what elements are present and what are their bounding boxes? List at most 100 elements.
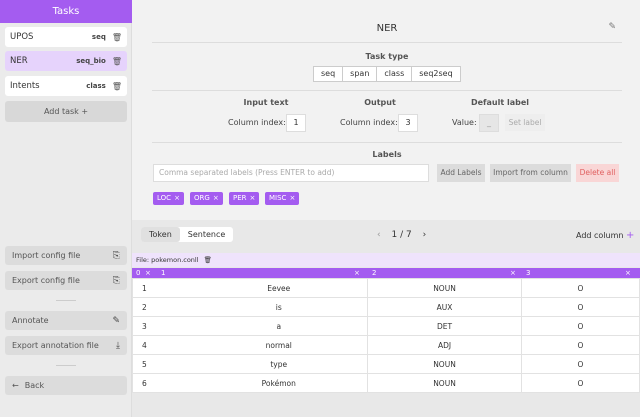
table-cell[interactable]: O	[521, 297, 640, 317]
set-label-button[interactable]: Set label	[505, 114, 545, 131]
export-config-button[interactable]: Export config file ⎘	[5, 271, 127, 290]
column-header-0: 0	[136, 269, 141, 277]
column-header: 0 × 1 × 2 × 3 ×	[132, 268, 640, 278]
tab-sentence[interactable]: Sentence	[187, 230, 226, 239]
export-annotation-label: Export annotation file	[12, 341, 99, 350]
table-cell[interactable]: O	[521, 335, 640, 355]
label-chip-loc[interactable]: LOC ×	[153, 192, 184, 205]
add-column-label: Add column	[576, 231, 624, 240]
table-cell[interactable]: a	[190, 316, 368, 336]
close-icon[interactable]: ×	[212, 194, 219, 202]
table-row: 2 is AUX O	[132, 297, 640, 317]
trash-icon[interactable]: 🗑	[111, 81, 122, 91]
table-cell: 4	[132, 335, 191, 355]
plus-icon: +	[81, 107, 89, 116]
chevron-left-icon[interactable]: ‹	[377, 230, 381, 240]
table-row: 3 a DET O	[132, 316, 640, 336]
table-cell[interactable]: O	[521, 316, 640, 336]
task-name-title: NER	[376, 23, 398, 34]
table-cell[interactable]: Eevee	[190, 278, 368, 298]
sidebar-title: Tasks	[0, 0, 132, 23]
chip-label: LOC	[157, 194, 172, 202]
export-annotation-button[interactable]: Export annotation file ⤓	[5, 336, 127, 355]
export-config-label: Export config file	[12, 276, 80, 285]
import-config-label: Import config file	[12, 251, 81, 260]
arrow-left-icon: ←	[12, 381, 19, 390]
table-cell[interactable]: O	[521, 373, 640, 393]
input-column-field[interactable]: 1	[286, 114, 306, 132]
default-label-field[interactable]: _	[479, 114, 499, 132]
pager: ‹ 1 / 7 ›	[377, 230, 426, 240]
add-task-button[interactable]: Add task +	[5, 101, 127, 122]
table-cell[interactable]: O	[521, 354, 640, 374]
file-export-icon: ⎘	[112, 275, 120, 286]
task-type: seq_bio	[76, 57, 106, 65]
table-cell[interactable]: ADJ	[367, 335, 522, 355]
plus-icon: +	[626, 230, 635, 241]
label-chip-per[interactable]: PER ×	[229, 192, 260, 205]
add-labels-button[interactable]: Add Labels	[437, 164, 485, 182]
table-cell[interactable]: normal	[190, 335, 368, 355]
table-cell[interactable]: NOUN	[367, 354, 522, 374]
table-row: 6 Pokémon NOUN O	[132, 373, 640, 393]
task-name: NER	[10, 56, 28, 66]
label-chip-org[interactable]: ORG ×	[190, 192, 223, 205]
pencil-icon[interactable]: ✎	[608, 22, 616, 32]
task-item-intents[interactable]: Intents class 🗑	[5, 76, 127, 96]
task-type-option-class[interactable]: class	[377, 67, 413, 81]
output-column-field[interactable]: 3	[398, 114, 418, 132]
import-config-button[interactable]: Import config file ⎘	[5, 246, 127, 265]
task-item-ner[interactable]: NER seq_bio 🗑	[5, 51, 127, 71]
trash-icon[interactable]: 🗑	[111, 32, 122, 42]
trash-icon[interactable]: 🗑	[111, 56, 122, 66]
table-cell[interactable]: DET	[367, 316, 522, 336]
column-header-1: 1	[161, 269, 166, 277]
table-cell: 3	[132, 316, 191, 336]
close-icon[interactable]: ×	[625, 269, 631, 277]
table-cell[interactable]: AUX	[367, 297, 522, 317]
chip-label: PER	[233, 194, 247, 202]
close-icon[interactable]: ×	[249, 194, 256, 202]
task-item-upos[interactable]: UPOS seq 🗑	[5, 27, 127, 47]
table-cell[interactable]: NOUN	[367, 278, 522, 298]
back-label: Back	[24, 381, 45, 390]
back-button[interactable]: ← Back	[5, 376, 127, 395]
import-from-column-button[interactable]: Import from column	[490, 164, 571, 182]
input-text-title: Input text	[243, 98, 289, 107]
label-chip-misc[interactable]: MISC ×	[265, 192, 300, 205]
delete-all-button[interactable]: Delete all	[576, 164, 619, 182]
trash-icon[interactable]: 🗑	[203, 256, 212, 264]
task-type-title: Task type	[365, 52, 409, 61]
column-header-3: 3	[526, 269, 531, 277]
token-table: 1 Eevee NOUN O 2 is AUX O 3 a DET O 4 no…	[132, 278, 640, 393]
divider	[152, 142, 622, 143]
close-icon[interactable]: ×	[510, 269, 516, 277]
edit-icon: ✎	[112, 315, 120, 326]
table-cell[interactable]: is	[190, 297, 368, 317]
table-cell: 5	[132, 354, 191, 374]
table-cell[interactable]: NOUN	[367, 373, 522, 393]
table-cell: 2	[132, 297, 191, 317]
table-row: 5 type NOUN O	[132, 354, 640, 374]
close-icon[interactable]: ×	[354, 269, 360, 277]
task-type-option-seq2seq[interactable]: seq2seq	[419, 69, 453, 78]
output-title: Output	[364, 98, 396, 107]
labels-input[interactable]: Comma separated labels (Press ENTER to a…	[153, 164, 429, 182]
close-icon[interactable]: ×	[145, 269, 151, 277]
table-cell: 6	[132, 373, 191, 393]
close-icon[interactable]: ×	[289, 194, 296, 202]
table-cell[interactable]: O	[521, 278, 640, 298]
add-column-button[interactable]: Add column +	[576, 230, 634, 241]
task-name: Intents	[10, 81, 40, 91]
task-type-option-seq[interactable]: seq	[314, 67, 344, 81]
chevron-right-icon[interactable]: ›	[422, 230, 427, 240]
task-type: class	[86, 82, 106, 90]
annotate-button[interactable]: Annotate ✎	[5, 311, 127, 330]
column-header-2: 2	[372, 269, 377, 277]
close-icon[interactable]: ×	[174, 194, 180, 202]
task-type-option-span[interactable]: span	[343, 67, 378, 81]
file-bar: File: pokemon.conll 🗑	[132, 253, 640, 267]
tab-token[interactable]: Token	[141, 227, 180, 242]
table-cell[interactable]: Pokémon	[190, 373, 368, 393]
table-cell[interactable]: type	[190, 354, 368, 374]
